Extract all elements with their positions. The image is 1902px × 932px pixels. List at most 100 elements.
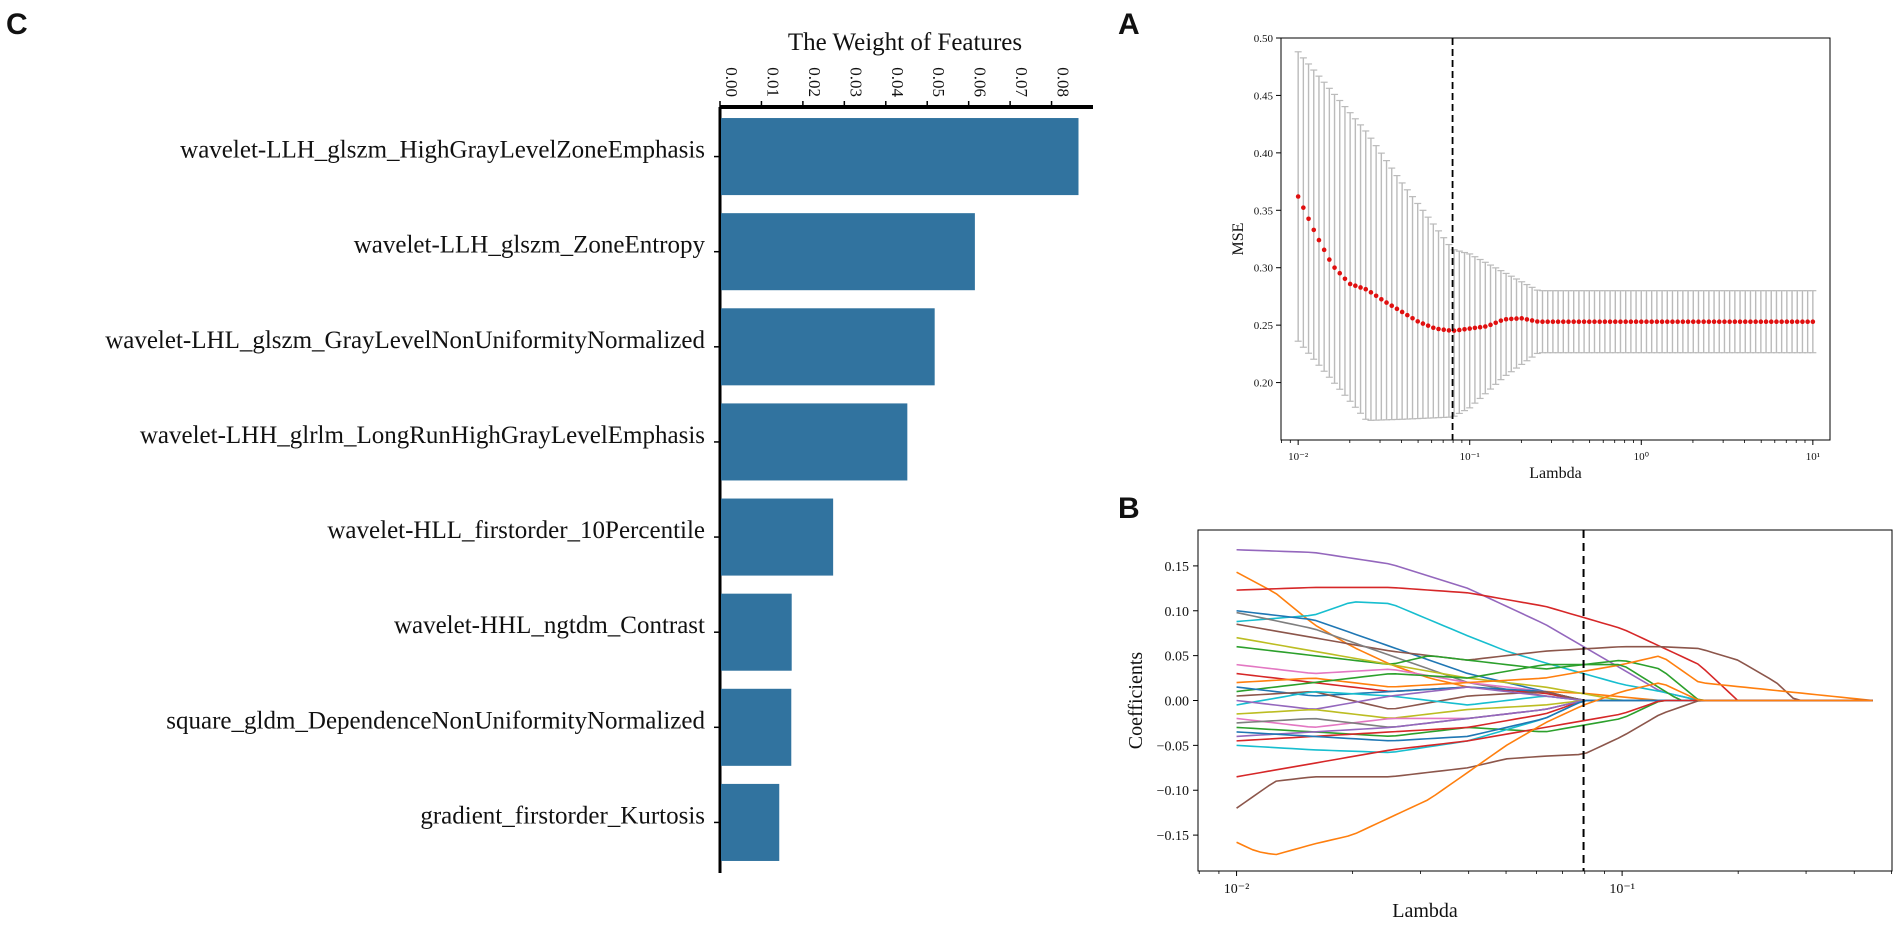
mse-point xyxy=(1295,194,1301,199)
bar xyxy=(721,783,780,861)
mse-point xyxy=(1758,319,1764,324)
mse-point xyxy=(1462,326,1467,332)
mse-point xyxy=(1529,318,1535,323)
mse-point xyxy=(1602,319,1608,324)
y-tick-label: 0.20 xyxy=(1254,378,1274,390)
coefficient-path-purple xyxy=(1236,548,1873,702)
mse-point xyxy=(1649,319,1654,324)
mse-point xyxy=(1560,319,1566,324)
x-axis-label: Lambda xyxy=(1529,465,1581,482)
mse-point xyxy=(1509,316,1514,322)
coefficient-path-blue-1 xyxy=(1236,609,1873,702)
bar xyxy=(721,118,1079,196)
mse-point xyxy=(1727,319,1732,324)
mse-point xyxy=(1680,319,1686,324)
mse-point xyxy=(1628,319,1634,324)
y-axis-label: Coefficients xyxy=(1125,652,1147,750)
mse-point xyxy=(1503,316,1509,322)
mse-point xyxy=(1306,216,1311,222)
mse-point xyxy=(1737,319,1743,324)
mse-point xyxy=(1664,319,1670,324)
mse-point xyxy=(1327,257,1332,262)
mse-point xyxy=(1446,328,1452,333)
mse-point xyxy=(1675,319,1680,324)
mse-point xyxy=(1540,319,1545,324)
mse-point xyxy=(1498,318,1504,323)
x-axis-label: Lambda xyxy=(1392,900,1458,922)
y-tick-label: 0.35 xyxy=(1254,205,1274,217)
x-tick-label: 0.08 xyxy=(1054,67,1073,97)
mse-point xyxy=(1550,319,1556,324)
mse-point xyxy=(1373,293,1379,299)
mse-point xyxy=(1405,312,1410,318)
mse-point xyxy=(1342,276,1348,282)
mse-point xyxy=(1763,319,1769,324)
mse-point xyxy=(1654,319,1660,324)
bar xyxy=(721,498,834,576)
x-tick-label: 0.04 xyxy=(888,67,907,97)
bar xyxy=(721,213,975,291)
mse-point xyxy=(1311,227,1317,233)
x-tick-label: 0.00 xyxy=(722,67,741,97)
mse-point xyxy=(1353,283,1358,289)
mse-point xyxy=(1420,321,1426,326)
x-tick-label: 0.07 xyxy=(1012,67,1031,97)
panel-a-letter: A xyxy=(1118,8,1140,41)
mse-point xyxy=(1493,320,1499,326)
mse-point xyxy=(1358,285,1363,290)
coefficient-path-brown-top xyxy=(1236,623,1873,702)
bar xyxy=(721,593,792,671)
mse-point xyxy=(1742,319,1748,324)
x-tick-label: 0.01 xyxy=(763,67,782,97)
mse-point xyxy=(1394,306,1400,312)
mse-point xyxy=(1607,319,1613,324)
mse-point xyxy=(1571,319,1576,324)
panel-c-letter: C xyxy=(6,8,28,41)
mse-point xyxy=(1555,319,1561,324)
mse-point xyxy=(1399,309,1405,315)
x-tick-label: 0.05 xyxy=(929,67,948,97)
mse-point xyxy=(1638,319,1644,324)
feature-label: wavelet-HLL_firstorder_10Percentile xyxy=(327,517,705,544)
mse-point xyxy=(1488,322,1493,328)
y-tick-label: 0.25 xyxy=(1254,320,1274,332)
y-tick-label: −0.10 xyxy=(1157,784,1189,799)
plot-frame xyxy=(1280,37,1831,441)
mse-point xyxy=(1690,319,1696,324)
y-tick-label: 0.40 xyxy=(1254,148,1274,160)
feature-label: gradient_firstorder_Kurtosis xyxy=(420,802,705,829)
mse-point xyxy=(1592,319,1597,324)
feature-label: wavelet-LLH_glszm_HighGrayLevelZoneEmpha… xyxy=(180,137,705,164)
y-tick-label: 0.15 xyxy=(1165,560,1190,575)
mse-point xyxy=(1332,265,1337,270)
mse-point xyxy=(1716,319,1722,324)
mse-point xyxy=(1597,319,1602,324)
feature-label: wavelet-HHL_ngtdm_Contrast xyxy=(394,612,705,639)
mse-point xyxy=(1711,319,1717,324)
mse-point xyxy=(1612,319,1618,324)
coefficient-path-orange-mid xyxy=(1236,655,1873,702)
bar xyxy=(721,403,908,481)
y-tick-label: 0.45 xyxy=(1254,90,1274,102)
mse-point xyxy=(1514,316,1519,321)
y-tick-label: 0.10 xyxy=(1165,605,1190,620)
x-tick-label: 10¹ xyxy=(1806,451,1820,463)
mse-point xyxy=(1566,319,1571,324)
mse-point xyxy=(1519,316,1525,321)
mse-point xyxy=(1659,319,1665,324)
mse-point xyxy=(1586,319,1592,324)
mse-point xyxy=(1768,319,1774,324)
mse-point xyxy=(1784,319,1790,324)
mse-point xyxy=(1810,319,1816,324)
mse-point xyxy=(1431,325,1436,331)
mse-point xyxy=(1670,319,1675,324)
mse-point xyxy=(1794,319,1800,324)
mse-point xyxy=(1425,323,1431,328)
x-tick-label: 10⁰ xyxy=(1634,451,1650,463)
y-axis-label: MSE xyxy=(1230,223,1247,256)
mse-point xyxy=(1779,319,1784,324)
mse-point xyxy=(1415,319,1421,324)
mse-point xyxy=(1748,319,1753,324)
mse-point xyxy=(1722,319,1727,324)
